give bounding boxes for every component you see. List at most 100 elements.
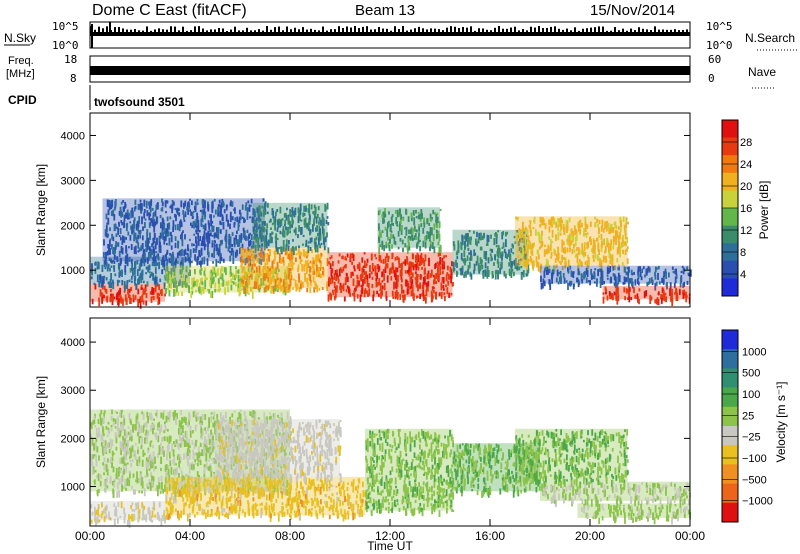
range-gate-cell [275,240,278,249]
range-gate-cell [345,272,348,277]
range-gate-cell [401,262,403,271]
range-gate-cell [191,476,193,479]
range-gate-cell [217,278,220,284]
range-gate-cell [522,260,525,268]
range-gate-cell [159,289,162,295]
range-gate-cell [565,280,568,283]
noise-trace-band [90,32,690,36]
range-gate-cell [526,228,529,236]
range-gate-cell [305,267,308,275]
range-gate-cell [633,271,635,275]
data-region [90,500,166,529]
noise-spike [590,27,592,32]
range-gate-cell [411,234,413,240]
range-gate-cell [490,255,493,262]
range-gate-cell [207,433,210,439]
range-gate-cell [125,450,128,455]
noise-spike [190,30,192,32]
range-gate-cell [125,440,128,444]
range-gate-cell [95,441,97,449]
range-gate-cell [613,291,616,296]
range-gate-cell [627,221,629,225]
range-gate-cell [140,287,143,290]
range-gate-cell [202,481,205,488]
range-gate-cell [593,273,596,280]
range-gate-cell [313,271,316,275]
range-gate-cell [335,502,338,510]
range-gate-cell [161,515,164,519]
range-gate-cell [124,484,127,489]
range-gate-cell [184,234,186,240]
range-gate-cell [187,272,190,277]
range-gate-cell [113,478,116,482]
range-gate-cell [249,486,252,490]
range-gate-cell [141,294,144,302]
range-gate-cell [366,258,369,263]
range-gate-cell [275,418,277,425]
range-gate-cell [181,234,183,242]
range-gate-cell [285,245,288,251]
range-gate-cell [189,198,191,201]
range-gate-cell [452,261,455,267]
range-gate-cell [469,257,472,261]
range-gate-cell [172,504,174,510]
range-gate-cell [378,254,381,262]
range-gate-cell [148,264,151,271]
range-gate-cell [172,251,174,257]
range-gate-cell [156,237,158,245]
range-gate-cell [146,231,148,238]
range-gate-cell [385,243,388,249]
range-gate-cell [121,421,124,427]
range-gate-cell [586,232,589,235]
range-gate-cell [303,490,306,493]
range-gate-cell [121,457,123,464]
range-gate-cell [498,247,501,253]
range-gate-cell [152,501,155,508]
range-gate-cell [557,223,559,232]
date-title: 15/Nov/2014 [590,2,675,19]
range-gate-cell [180,470,183,474]
range-gate-cell [367,283,370,289]
range-gate-cell [195,249,197,253]
range-gate-cell [164,424,166,428]
range-gate-cell [597,255,600,262]
range-gate-cell [439,208,442,212]
range-gate-cell [249,411,252,416]
range-gate-cell [204,243,207,247]
range-gate-cell [260,282,263,287]
range-gate-cell [139,275,141,279]
range-gate-cell [521,225,524,233]
range-gate-cell [235,271,238,279]
range-gate-cell [90,269,93,274]
range-gate-cell [118,466,120,474]
range-gate-cell [204,287,206,290]
range-gate-cell [323,483,325,492]
range-gate-cell [529,220,532,225]
range-gate-cell [598,234,600,238]
range-gate-cell [278,259,281,263]
range-gate-cell [232,250,235,258]
range-gate-cell [210,232,212,237]
range-gate-cell [505,273,507,279]
range-gate-cell [380,259,383,264]
range-gate-cell [476,241,478,247]
range-gate-cell [213,233,216,239]
range-gate-cell [613,273,616,281]
power-data-layer [90,198,692,309]
range-gate-cell [443,288,445,291]
range-gate-cell [195,240,198,248]
range-gate-cell [183,477,186,482]
range-gate-cell [103,410,106,414]
range-gate-cell [609,244,612,251]
range-gate-cell [544,251,547,254]
range-gate-cell [184,483,187,489]
range-gate-cell [314,245,317,253]
range-gate-cell [258,426,260,433]
range-gate-cell [550,256,553,259]
range-gate-cell [234,456,237,464]
range-gate-cell [272,453,274,459]
range-gate-cell [225,235,228,244]
range-gate-cell [156,203,159,210]
range-gate-cell [346,498,348,502]
range-gate-cell [429,227,432,235]
